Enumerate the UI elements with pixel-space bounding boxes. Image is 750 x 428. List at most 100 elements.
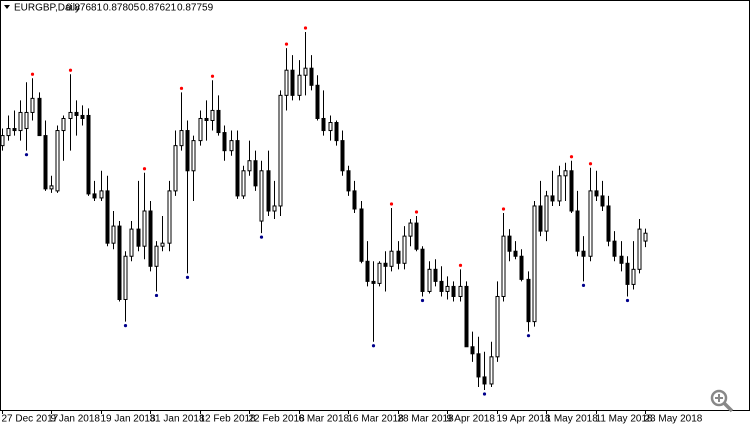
candle-body xyxy=(315,84,320,119)
symbol-label: EURGBP,Daily xyxy=(14,3,80,14)
candle-body xyxy=(519,255,524,280)
fractal-down xyxy=(123,324,128,328)
zoom-button[interactable] xyxy=(710,389,734,413)
candle-body xyxy=(210,109,215,121)
candle-body xyxy=(346,170,351,192)
x-tick-label: 1 May 2018 xyxy=(546,414,599,425)
x-tick-label: 28 Mar 2018 xyxy=(398,414,455,425)
candle-body xyxy=(458,285,463,297)
x-tick-label: 12 Feb 2018 xyxy=(200,414,257,425)
fractal-down xyxy=(371,344,376,348)
candle-body xyxy=(557,175,562,202)
candle-body xyxy=(185,130,190,172)
candle-body xyxy=(74,111,79,116)
candle-body xyxy=(606,205,611,242)
candle-body xyxy=(61,117,66,132)
candle-body xyxy=(43,135,48,190)
candle-body xyxy=(222,132,227,152)
candle-body xyxy=(278,94,283,207)
candle-body xyxy=(37,97,42,137)
candle-body xyxy=(594,190,599,197)
candle-body xyxy=(297,74,302,96)
candle-body xyxy=(198,117,203,142)
candle-body xyxy=(68,111,73,119)
candle-body xyxy=(352,190,357,210)
x-tick-label: 19 Jan 2018 xyxy=(101,414,156,425)
chart-frame xyxy=(0,0,750,411)
fractal-down xyxy=(581,283,586,287)
fractal-up xyxy=(179,86,184,90)
candle-body xyxy=(414,222,419,250)
candle-body xyxy=(179,130,184,147)
candle-body xyxy=(136,228,141,247)
candle-body xyxy=(111,225,116,244)
candle-body xyxy=(408,222,413,237)
candle-body xyxy=(427,268,432,292)
candle-body xyxy=(272,205,277,212)
candle-body xyxy=(538,205,543,232)
fractal-down xyxy=(420,298,425,303)
candle-body xyxy=(309,67,314,86)
candle-body xyxy=(55,130,60,192)
candle-body xyxy=(117,225,122,300)
candle-body xyxy=(526,278,531,323)
candle-body xyxy=(80,114,85,119)
candle-body xyxy=(377,262,382,284)
candle-body xyxy=(129,228,134,257)
candle-body xyxy=(247,160,252,172)
candle-body xyxy=(433,268,438,282)
fractal-down xyxy=(185,275,190,279)
candle-body xyxy=(6,128,11,137)
header-high: 0.87805 xyxy=(103,3,140,14)
candle-body xyxy=(575,210,580,252)
fractal-up xyxy=(210,74,215,78)
candle-body xyxy=(365,260,370,282)
fractal-down xyxy=(24,153,29,157)
fractal-down xyxy=(526,334,531,338)
fractal-up xyxy=(303,26,308,30)
candle-body xyxy=(340,140,345,172)
candle-body xyxy=(383,262,388,267)
candle-body xyxy=(495,295,500,358)
x-tick-label: 16 Mar 2018 xyxy=(348,414,405,425)
fractal-down xyxy=(482,392,487,396)
candle-body xyxy=(489,356,494,385)
candle-body xyxy=(92,193,97,199)
candle-body xyxy=(389,250,394,267)
candle-body xyxy=(625,262,630,285)
candle-body xyxy=(12,128,17,132)
candle-body xyxy=(160,242,165,247)
candle-body xyxy=(507,235,512,252)
x-tick-label: 6 Mar 2018 xyxy=(299,414,350,425)
fractal-up xyxy=(414,210,419,214)
candle-body xyxy=(204,117,209,121)
candle-body xyxy=(303,67,308,76)
candle-body xyxy=(637,228,642,270)
candle-body xyxy=(544,195,549,232)
fractal-up xyxy=(588,162,593,166)
candle-body xyxy=(445,285,450,292)
candle-body xyxy=(631,268,636,285)
candle-body xyxy=(600,195,605,207)
candle-body xyxy=(501,235,506,297)
candle-body xyxy=(49,185,54,190)
candle-body xyxy=(105,190,110,244)
candle-body xyxy=(142,210,147,247)
x-tick-label: 31 Jan 2018 xyxy=(150,414,205,425)
fractal-up xyxy=(284,42,289,46)
candle-body xyxy=(550,195,555,202)
candle-body xyxy=(532,205,537,323)
candle-body xyxy=(612,240,617,257)
candle-body xyxy=(470,346,475,355)
fractal-down xyxy=(625,298,630,303)
candle-body xyxy=(99,190,104,199)
fractal-up xyxy=(569,155,574,159)
header-arrow[interactable] xyxy=(4,5,10,9)
x-tick-label: 19 Apr 2018 xyxy=(497,414,551,425)
candle-body xyxy=(563,170,568,177)
fractal-up xyxy=(458,263,463,267)
candle-body xyxy=(464,285,469,348)
candle-body xyxy=(619,255,624,264)
